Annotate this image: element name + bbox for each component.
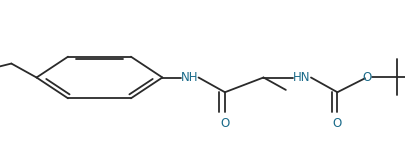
Text: HN: HN [292, 71, 310, 84]
Text: O: O [220, 117, 229, 130]
Text: O: O [362, 71, 371, 84]
Text: O: O [332, 117, 341, 130]
Text: NH: NH [180, 71, 198, 84]
